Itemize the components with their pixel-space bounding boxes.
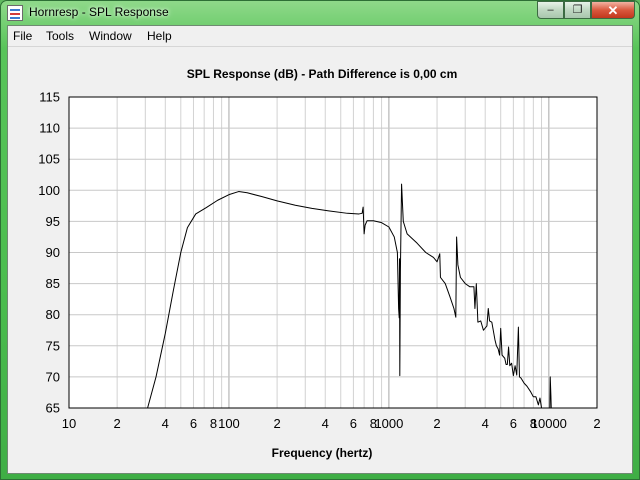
x-tick-label: 2	[433, 416, 440, 431]
x-tick-label: 10	[62, 416, 76, 431]
window-title: Hornresp - SPL Response	[29, 5, 169, 19]
y-tick-label: 100	[38, 183, 60, 198]
plot-frame	[68, 96, 598, 409]
caption-buttons: – ❐ ✕	[537, 1, 635, 19]
y-tick-label: 115	[39, 90, 60, 105]
minimize-button[interactable]: –	[537, 1, 564, 19]
x-tick-label: 4	[322, 416, 329, 431]
spl-series-line	[549, 376, 552, 409]
x-tick-label: 2	[114, 416, 121, 431]
x-tick-label: 8	[210, 416, 217, 431]
y-tick-label: 110	[39, 121, 60, 136]
close-button[interactable]: ✕	[591, 1, 635, 19]
y-tick-label: 80	[46, 307, 60, 322]
y-tick-label: 85	[46, 276, 60, 291]
x-tick-label: 8	[370, 416, 377, 431]
y-tick-label: 65	[46, 401, 60, 416]
x-axis-label: Frequency (hertz)	[272, 446, 373, 460]
x-tick-label: 4	[482, 416, 489, 431]
x-tick-label: 1000	[374, 416, 403, 431]
plot-panel: SPL Response (dB) - Path Difference is 0…	[8, 46, 632, 473]
y-tick-label: 105	[38, 152, 60, 167]
x-tick-label: 6	[190, 416, 197, 431]
x-tick-label: 8	[530, 416, 537, 431]
menu-help[interactable]: Help	[147, 29, 172, 43]
spl-series-line	[147, 183, 543, 409]
x-tick-label: 10000	[531, 416, 567, 431]
menu-tools[interactable]: Tools	[46, 29, 75, 43]
x-tick-label: 6	[350, 416, 357, 431]
spl-response-chart[interactable]: SPL Response (dB) - Path Difference is 0…	[8, 47, 632, 474]
chart-title: SPL Response (dB) - Path Difference is 0…	[187, 67, 458, 81]
y-tick-label: 95	[46, 214, 60, 229]
y-tick-label: 90	[46, 245, 60, 260]
x-tick-label: 6	[510, 416, 517, 431]
y-tick-label: 75	[46, 338, 60, 353]
x-tick-label: 4	[162, 416, 169, 431]
x-tick-label: 2	[273, 416, 280, 431]
app-icon[interactable]	[7, 5, 23, 21]
menu-window[interactable]: Window	[89, 29, 132, 43]
x-tick-label: 2	[593, 416, 600, 431]
restore-button[interactable]: ❐	[564, 1, 591, 19]
menu-bar: File Tools Window Help	[8, 26, 632, 46]
menu-file[interactable]: File	[13, 29, 33, 43]
y-tick-label: 70	[46, 369, 60, 384]
title-bar[interactable]: Hornresp - SPL Response – ❐ ✕	[1, 1, 639, 25]
x-tick-label: 100	[218, 416, 240, 431]
client-area: File Tools Window Help SPL Response (dB)…	[7, 25, 633, 474]
